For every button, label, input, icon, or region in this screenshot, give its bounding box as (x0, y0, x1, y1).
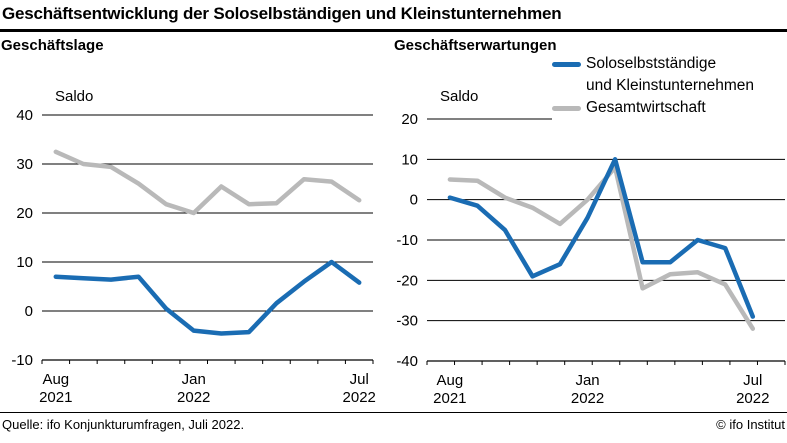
y-axis-tick-label: -10 (396, 232, 418, 249)
y-axis-tick-label: 40 (16, 107, 33, 124)
y-axis-tick-label: -30 (396, 313, 418, 330)
y-axis-tick-label: -40 (396, 353, 418, 370)
series-line-soloselbststaendige (53, 259, 362, 336)
y-axis-tick-label: 20 (16, 205, 33, 222)
footer-divider (0, 412, 787, 413)
x-axis-tick-label-year: 2022 (571, 390, 604, 405)
x-axis-tick-label-month: Jan (575, 372, 599, 389)
x-axis-tick-label-month: Jul (350, 371, 369, 388)
geschaeftserwartungen-chart: 20 10 0 -10 -20 -30 -40 Saldo Aug 2021 Jan 2022 Jul 2… (390, 85, 787, 405)
panel-heading-geschaeftserwartungen: Geschäftserwartungen (394, 37, 557, 54)
title-divider (0, 29, 787, 32)
y-axis-title: Saldo (440, 88, 478, 105)
solo-line-legend-swatch-icon (552, 62, 581, 67)
y-axis-tick-label: 20 (401, 111, 418, 128)
x-axis-tick-label-month: Jul (743, 372, 762, 389)
copyright-note: © ifo Institut (716, 417, 785, 432)
y-axis-tick-label: -20 (396, 272, 418, 289)
series-line-gesamtwirtschaft (53, 149, 362, 216)
footer: Quelle: ifo Konjunkturumfragen, Juli 202… (0, 417, 787, 432)
legend-label-solo-line2: und Kleinstunternehmen (586, 77, 755, 94)
legend-label-solo-line1: Soloselbstständige (586, 55, 717, 72)
y-axis-tick-label: 30 (16, 156, 33, 173)
panel-heading-geschaeftslage: Geschäftslage (1, 37, 104, 54)
y-axis-tick-label: -10 (11, 352, 33, 369)
x-axis-tick-label-year: 2022 (177, 389, 210, 405)
y-axis-tick-label: 0 (410, 192, 418, 209)
chart-legend: Soloselbstständige und Kleinstunternehme… (552, 52, 785, 121)
legend-spacer (552, 75, 586, 97)
y-axis-title: Saldo (55, 88, 93, 105)
x-axis-tick-label-year: 2021 (39, 389, 72, 405)
series-line-soloselbststaendige (447, 157, 756, 319)
y-axis-tick-label: 0 (25, 303, 33, 320)
geschaeftslage-chart: 40 30 20 10 0 -10 Saldo Aug 2021 Jan 2022 Jul 2022 (0, 85, 393, 405)
x-axis-tick-label-month: Jan (182, 371, 206, 388)
x-axis-tick-label-month: Aug (42, 371, 69, 388)
geschaeftserwartungen-plot: 20100-10-20-30-40SaldoAug2021Jan2022Jul2… (396, 88, 786, 405)
source-note: Quelle: ifo Konjunkturumfragen, Juli 202… (2, 417, 245, 432)
page-title: Geschäftsentwicklung der Soloselbständig… (2, 4, 562, 23)
x-axis-tick-label-month: Aug (437, 372, 464, 389)
x-axis-tick-label-year: 2021 (433, 390, 466, 405)
x-axis-tick-label-year: 2022 (343, 389, 376, 405)
y-axis-tick-label: 10 (401, 151, 418, 168)
x-axis-tick-label-year: 2022 (736, 390, 769, 405)
gesamt-line-legend-swatch-icon (552, 106, 581, 111)
legend-label-gesamtwirtschaft: Gesamtwirtschaft (586, 99, 706, 116)
y-axis-tick-label: 10 (16, 254, 33, 271)
